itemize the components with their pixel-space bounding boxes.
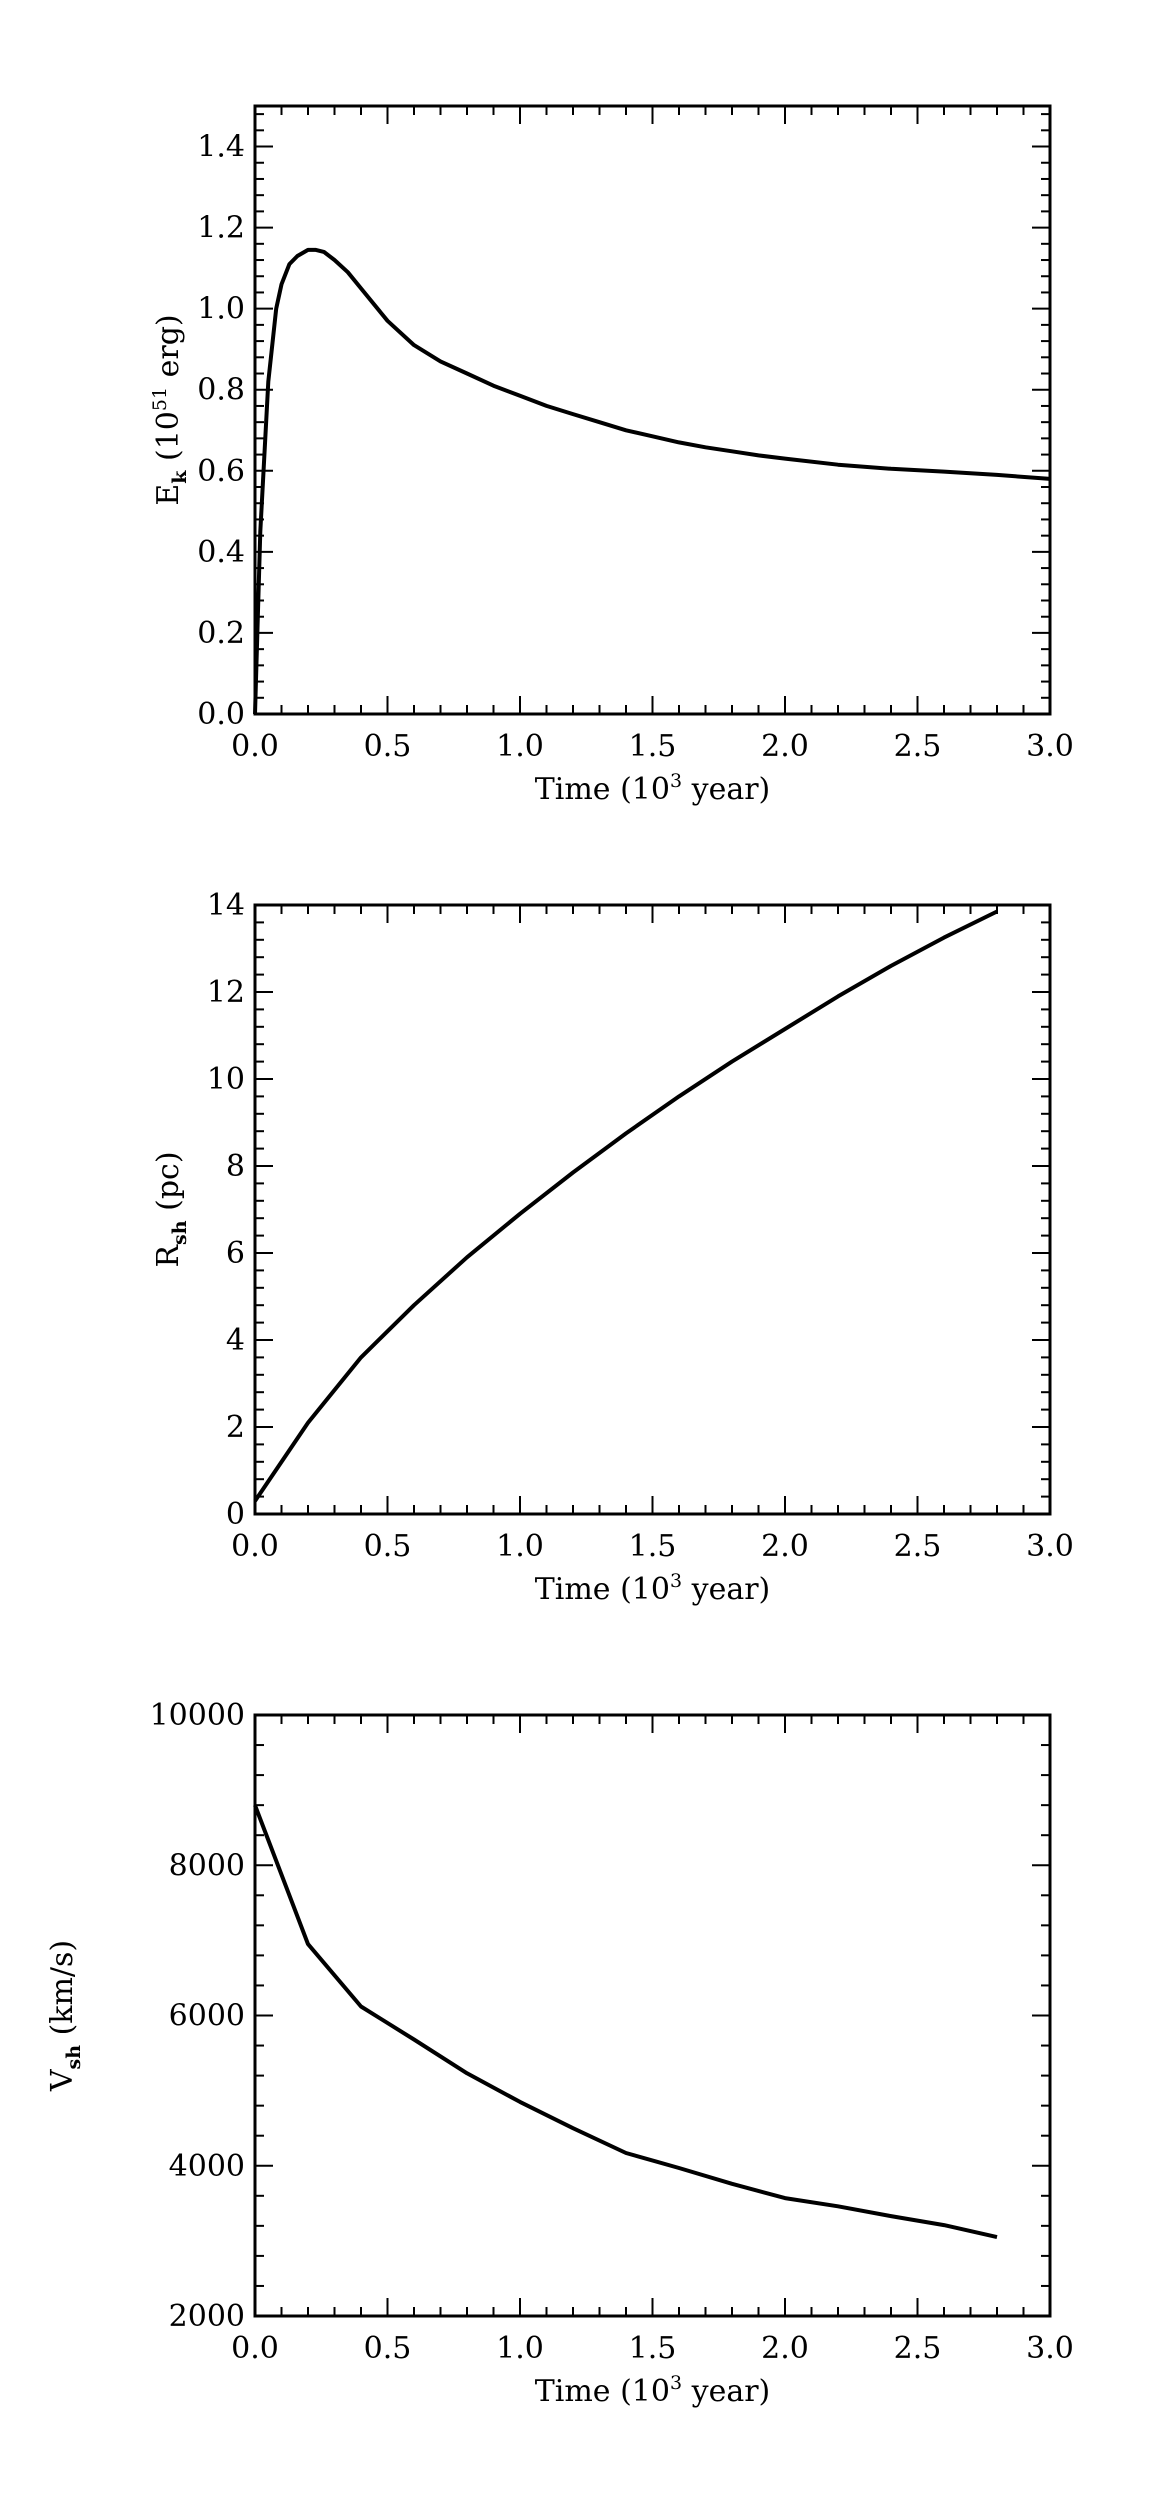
- y-tick-label: 0.2: [197, 616, 245, 651]
- x-tick-label: 1.0: [496, 729, 544, 764]
- data-line: [253, 909, 998, 1503]
- x-axis-title-sup: 3: [670, 1570, 682, 1592]
- y-axis-title-sub: k: [169, 470, 191, 484]
- x-axis-title-sup: 3: [670, 770, 682, 792]
- x-axis-title-sup: 3: [670, 2372, 682, 2394]
- y-tick-label: 10: [207, 1062, 245, 1097]
- y-tick-label: 0.4: [197, 535, 245, 570]
- y-axis-title-mid: (pc): [151, 1151, 186, 1220]
- y-tick-label: 4000: [169, 2149, 245, 2184]
- x-tick-label: 0.0: [231, 2331, 279, 2366]
- y-tick-label: 6000: [169, 1999, 245, 2034]
- y-tick-label: 14: [207, 888, 245, 923]
- y-axis-title-main: R: [151, 1244, 186, 1268]
- x-axis-title: Time (103 year): [535, 2372, 771, 2409]
- y-axis-title-mid: (km/s): [45, 1940, 80, 2045]
- y-tick-label: 0: [226, 1497, 245, 1532]
- y-tick-label: 1.4: [197, 130, 245, 165]
- x-tick-label: 1.5: [629, 2331, 677, 2366]
- y-tick-label: 8: [226, 1149, 245, 1184]
- y-tick-label: 8000: [169, 1848, 245, 1883]
- y-axis-title-sub: sh: [169, 1220, 191, 1245]
- x-tick-label: 2.5: [894, 1529, 942, 1564]
- x-axis-title-main: Time (10: [535, 1572, 670, 1607]
- x-tick-label: 0.5: [364, 2331, 412, 2366]
- y-axis-title-sub: sh: [63, 2045, 85, 2070]
- x-tick-label: 0.5: [364, 1529, 412, 1564]
- x-tick-label: 1.5: [629, 1529, 677, 1564]
- x-tick-label: 3.0: [1026, 729, 1074, 764]
- x-tick-label: 0.0: [231, 729, 279, 764]
- x-axis-title-main: Time (10: [535, 772, 670, 807]
- y-axis-title-mid: (10: [151, 411, 186, 470]
- y-axis-title-sup: 51: [149, 387, 171, 411]
- x-tick-label: 2.0: [761, 1529, 809, 1564]
- y-axis-title: Rsh (pc): [151, 1151, 191, 1267]
- x-axis-title-main: Time (10: [535, 2374, 670, 2409]
- y-axis-title-main: E: [151, 484, 186, 506]
- y-tick-label: 1.0: [197, 292, 245, 327]
- y-axis-title-tail: erg): [151, 314, 186, 387]
- x-tick-label: 1.0: [496, 1529, 544, 1564]
- x-axis-title-tail: year): [682, 772, 770, 807]
- x-axis-title-tail: year): [682, 2374, 770, 2409]
- x-tick-label: 2.0: [761, 729, 809, 764]
- plot-frame: [253, 104, 1052, 716]
- y-tick-label: 1.2: [197, 211, 245, 246]
- x-tick-label: 1.5: [629, 729, 677, 764]
- data-line: [253, 1804, 998, 2240]
- x-tick-label: 3.0: [1026, 1529, 1074, 1564]
- y-axis-title: Vsh (km/s): [45, 1940, 85, 2092]
- x-tick-label: 3.0: [1026, 2331, 1074, 2366]
- y-tick-label: 0.0: [197, 697, 245, 732]
- x-tick-label: 0.0: [231, 1529, 279, 1564]
- x-tick-label: 2.5: [894, 729, 942, 764]
- chart-panel-2: 0.0 0.5 1.0 1.5 2.0 2.5 3.0 0 2 4 6 8 10 12 14 Time (10…: [151, 888, 1074, 1607]
- y-tick-label: 12: [207, 975, 245, 1010]
- x-tick-label: 2.5: [894, 2331, 942, 2366]
- x-axis-title-tail: year): [682, 1572, 770, 1607]
- chart-panel-1: 0.0 0.5 1.0 1.5 2.0 2.5 3.0 0.0 0.2 0.4 0.6 0.8 1.0 1…: [149, 104, 1074, 807]
- x-tick-label: 2.0: [761, 2331, 809, 2366]
- y-tick-label: 6: [226, 1236, 245, 1271]
- y-axis-title-main: V: [45, 2068, 80, 2092]
- data-line: [253, 247, 1051, 715]
- y-tick-label: 0.6: [197, 454, 245, 489]
- x-axis-title: Time (103 year): [535, 1570, 771, 1607]
- y-axis-title: Ek (1051 erg): [149, 314, 191, 505]
- y-tick-label: 2000: [169, 2299, 245, 2334]
- x-axis-title: Time (103 year): [535, 770, 771, 807]
- x-tick-label: 1.0: [496, 2331, 544, 2366]
- y-tick-label: 0.8: [197, 373, 245, 408]
- y-tick-label: 2: [226, 1410, 245, 1445]
- chart-panel-3: 0.0 0.5 1.0 1.5 2.0 2.5 3.0 2000 4000 6000 8000 100…: [45, 1698, 1074, 2409]
- y-tick-label: 4: [226, 1323, 245, 1358]
- plot-frame: [253, 903, 1052, 1516]
- y-tick-label: 10000: [150, 1698, 245, 1733]
- x-tick-label: 0.5: [364, 729, 412, 764]
